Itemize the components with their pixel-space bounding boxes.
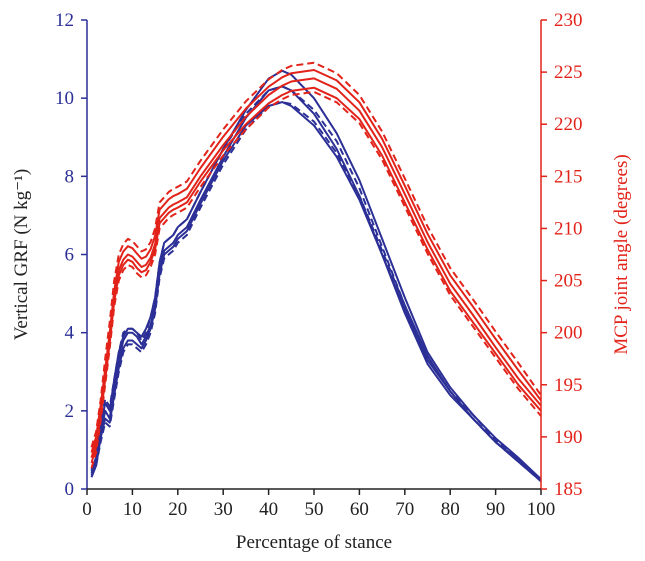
left-y-tick-label-6: 6: [65, 245, 75, 266]
labels-layer: 0 10 20 30 40 50 60 70 80 90 100 0 2 4 6 8 10 12 185 190 195…: [11, 10, 632, 553]
right-y-tick-label-185: 185: [554, 479, 583, 500]
left-y-tick-label-0: 0: [65, 479, 75, 500]
right-y-tick-label-190: 190: [554, 427, 583, 448]
x-tick-label-10: 10: [123, 499, 142, 520]
left-y-tick-label-2: 2: [65, 401, 75, 422]
x-tick-label-20: 20: [168, 499, 187, 520]
mcp-series-line-8: [90, 90, 542, 469]
left-y-tick-label-8: 8: [65, 166, 75, 187]
right-y-tick-label-200: 200: [554, 323, 583, 344]
x-tick-label-80: 80: [441, 499, 460, 520]
x-tick-label-30: 30: [214, 499, 233, 520]
x-tick-label-70: 70: [395, 499, 414, 520]
mcp-series-line-5: [90, 86, 542, 464]
left-y-tick-label-12: 12: [55, 10, 74, 31]
mcp-series-line-7: [90, 69, 542, 453]
x-tick-label-50: 50: [305, 499, 324, 520]
right-y-tick-label-215: 215: [554, 166, 583, 187]
x-axis-title: Percentage of stance: [236, 532, 392, 553]
right-y-tick-label-220: 220: [554, 114, 583, 135]
right-y-axis-title: MCP joint angle (degrees): [611, 154, 632, 354]
x-tick-label-100: 100: [527, 499, 556, 520]
grf-series-line-4: [90, 101, 542, 482]
left-y-tick-label-4: 4: [65, 323, 75, 344]
x-tick-label-0: 0: [82, 499, 92, 520]
axes-layer: [81, 19, 547, 495]
mcp-series-line-6: [90, 77, 542, 458]
grf-series-line-0: [90, 85, 542, 480]
right-y-tick-label-205: 205: [554, 271, 583, 292]
x-tick-label-40: 40: [259, 499, 278, 520]
right-y-tick-label-230: 230: [554, 10, 583, 31]
grf-series-line-2: [90, 101, 542, 482]
left-y-tick-label-10: 10: [55, 88, 74, 109]
left-y-axis-title: Vertical GRF (N kg⁻¹): [11, 169, 32, 340]
x-tick-label-90: 90: [486, 499, 505, 520]
mcp-series-line-9: [90, 61, 542, 448]
x-tick-label-60: 60: [350, 499, 369, 520]
right-y-tick-label-210: 210: [554, 218, 583, 239]
right-y-tick-label-195: 195: [554, 375, 583, 396]
right-y-tick-label-225: 225: [554, 62, 583, 83]
series-layer: [90, 61, 542, 482]
